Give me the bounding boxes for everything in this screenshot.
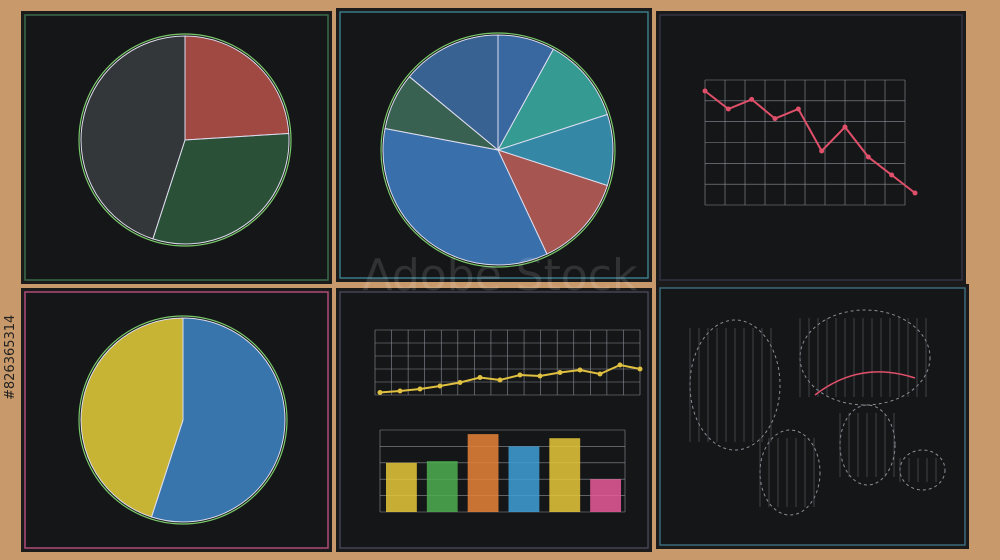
data-point [597,371,603,377]
pie-slice [496,48,609,151]
pie-outline [78,33,292,247]
chalkboard [659,14,963,281]
data-point [397,388,403,394]
data-point [417,386,423,392]
data-point [795,106,801,112]
data-point [517,372,523,378]
pie-slice [152,132,290,245]
watermark: Adobe Stock [363,250,638,301]
pie-slice [497,149,609,255]
data-point [912,190,918,196]
bar [508,446,540,512]
stock-id: #826365314 [3,315,18,400]
bar [426,461,458,512]
pie-outline [78,315,288,525]
boards [21,8,969,552]
route [814,371,916,396]
bar [467,434,499,512]
data-line [379,363,641,394]
data-point [772,116,778,122]
pie-slice [150,317,286,523]
continent [799,309,931,406]
pie-outline [380,32,616,268]
continent [689,319,781,451]
pie-slice [408,34,499,152]
data-point [557,370,563,375]
data-point [637,366,643,372]
data-point [725,106,731,112]
continent [839,404,896,486]
world-map [689,309,946,516]
data-point [577,367,583,373]
bar [386,462,417,512]
data-point [457,380,463,385]
data-point [889,172,895,178]
pie-slice [382,127,548,266]
data-point [842,124,848,130]
pie-slice [80,35,186,240]
data-point [865,154,871,160]
data-point [819,148,825,154]
data-point [377,390,383,395]
chalkboard [659,287,966,546]
data-point [477,375,483,380]
pie-slice [80,317,184,518]
bar [549,438,581,512]
data-point [749,96,755,102]
pie-slice [496,113,614,187]
data-point [702,88,708,94]
data-point [437,383,443,389]
pie-slice [184,35,290,141]
data-point [497,377,503,383]
bar [590,479,621,512]
data-point [617,362,623,368]
data-line [704,90,916,194]
data-point [537,373,543,379]
